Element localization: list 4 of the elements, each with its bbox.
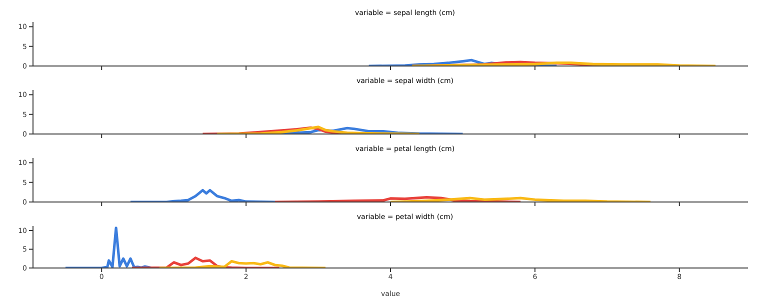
line-series [130, 256, 281, 268]
line-series [158, 260, 327, 268]
line-series [216, 126, 421, 134]
line-series [129, 188, 276, 202]
